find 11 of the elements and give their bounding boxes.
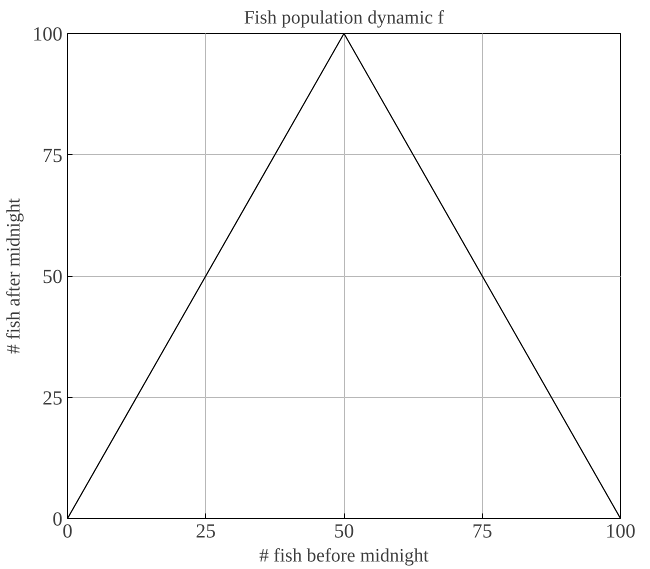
y-axis-title: # fish after midnight [4, 197, 24, 354]
chart-title: Fish population dynamic f [244, 8, 445, 28]
y-tick-label: 50 [42, 266, 62, 288]
x-tick-label: 50 [334, 520, 354, 542]
y-tick-label: 25 [42, 387, 62, 410]
x-tick-label: 100 [606, 520, 636, 542]
y-tick-label: 75 [42, 144, 62, 167]
y-tick-label: 100 [32, 24, 62, 46]
x-tick-label: 25 [196, 520, 216, 542]
x-axis-title: # fish before midnight [259, 546, 430, 566]
x-tick-label: 75 [472, 520, 492, 542]
